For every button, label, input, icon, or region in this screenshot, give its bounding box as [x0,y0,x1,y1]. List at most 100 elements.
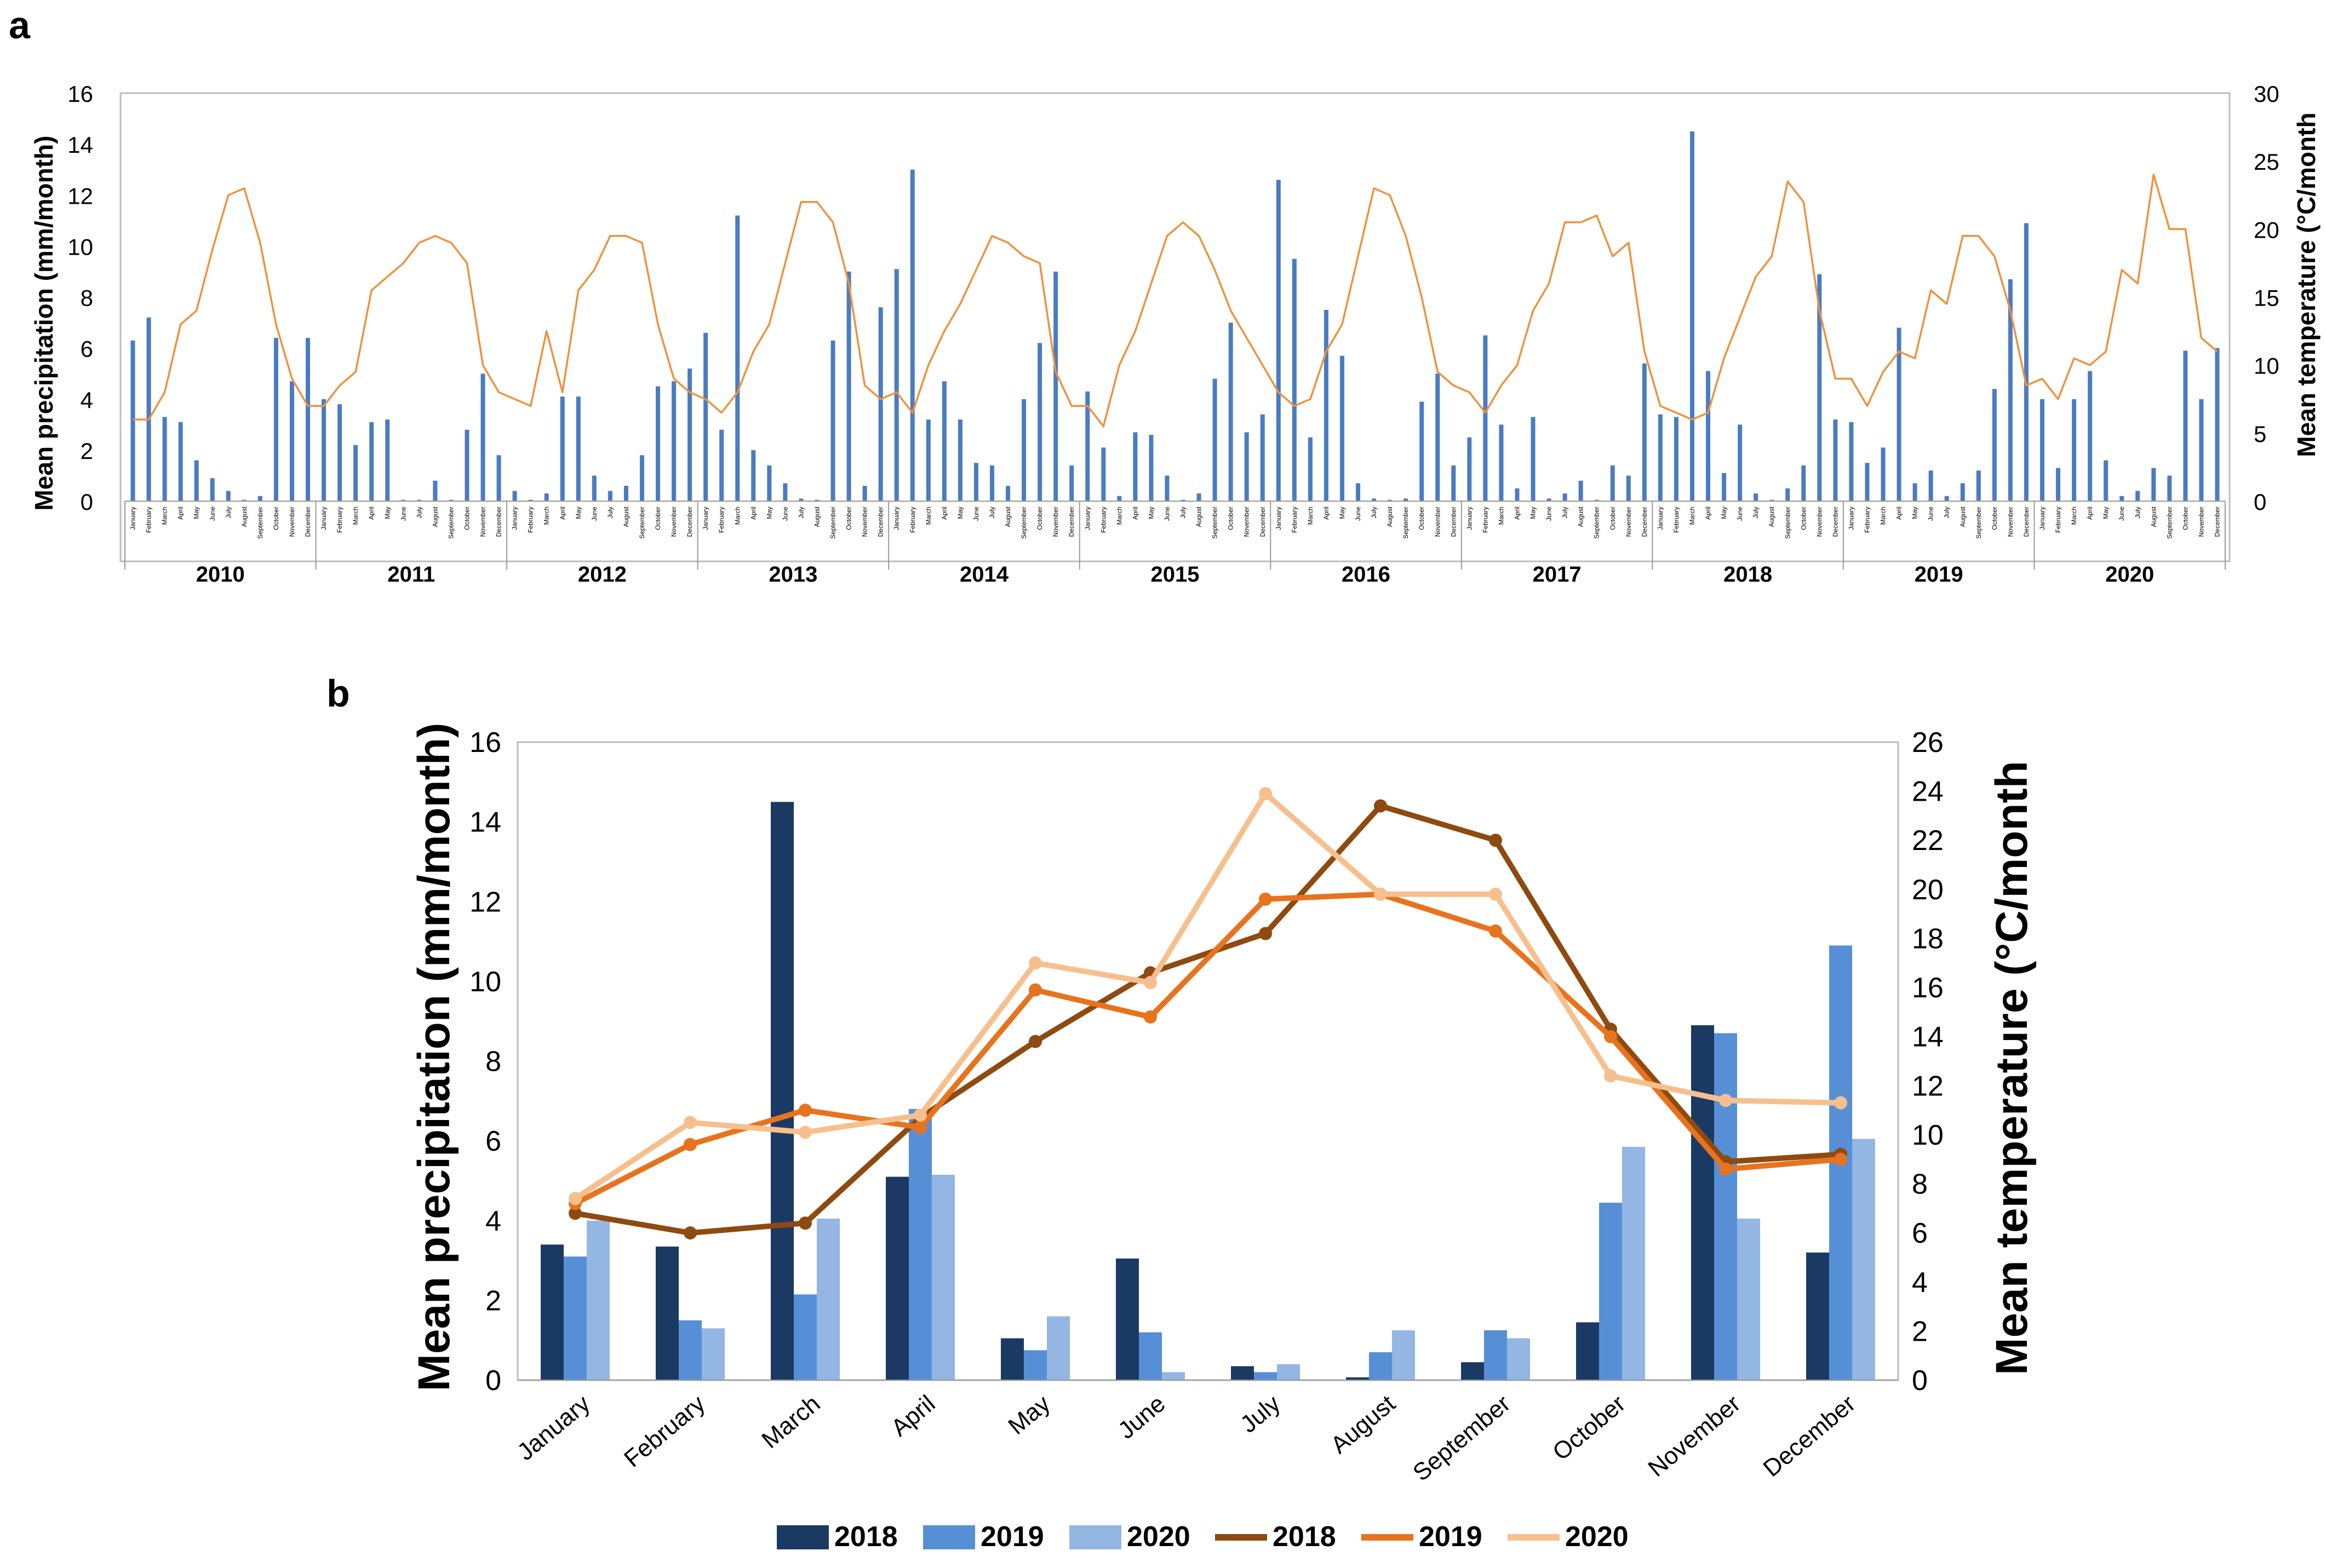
panel-b-bar-2020 [1622,1147,1645,1380]
panel-a-precipitation-bar [1897,328,1901,501]
panel-a-precipitation-bar [656,386,661,501]
panel-b-legend-swatch-bar-2018 [777,1525,829,1549]
panel-b-bar-2020 [932,1175,955,1380]
panel-a-precipitation-bar [703,332,708,501]
panel-a-month-tick-label: March [161,507,169,525]
panel-b-y2-tick-label: 18 [1912,923,1944,955]
panel-a-month-tick-label: September [1593,507,1601,539]
panel-b-legend-swatch-bar-2019 [923,1525,975,1549]
panel-a-month-tick-label: July [415,507,423,518]
panel-a-y2-axis-title: Mean temperature (°C/month [2292,112,2321,457]
panel-b-bar-2018 [1346,1377,1369,1380]
panel-a-month-tick-label: February [1863,507,1871,533]
panel-a-precipitation-bar [1689,131,1694,501]
panel-b-bar-2020 [1507,1338,1530,1380]
panel-a-precipitation-bar [799,498,804,501]
panel-a-month-tick-label: March [734,507,741,525]
panel-a-precipitation-bar [2039,399,2044,501]
panel-b-temperature-marker-2020 [1719,1094,1732,1107]
panel-b-temperature-marker-2018 [684,1226,697,1240]
panel-a-precipitation-bar [337,404,342,501]
panel-a-y2-tick-label: 20 [2254,217,2279,243]
panel-b-bar-2019 [794,1294,817,1380]
panel-a-precipitation-bar [496,455,501,501]
panel-a-precipitation-bar [910,169,915,501]
panel-b-legend-label: 2018 [834,1521,898,1553]
panel-a-precipitation-bar [2151,468,2156,501]
panel-a-y-tick-label: 0 [81,489,93,515]
panel-a-precipitation-bar [1546,498,1551,501]
panel-a-month-tick-label: December [495,507,503,537]
panel-a-precipitation-bar [1260,414,1265,501]
panel-b-legend-label: 2018 [1273,1521,1336,1553]
panel-a-y2-tick-label: 30 [2254,81,2279,107]
panel-b-y2-tick-label: 26 [1912,727,1944,759]
panel-a-month-tick-label: April [559,507,566,520]
panel-a-month-tick-label: January [1465,507,1473,530]
panel-a-month-tick-label: May [1338,507,1346,519]
panel-a-year-label: 2019 [1915,562,1963,587]
panel-b-month-tick-label: February [619,1390,710,1473]
panel-b-bar-2019 [1024,1350,1047,1380]
panel-a-y2-axis: 0 5 10 15 20 25 30 [2254,81,2279,515]
panel-a-precipitation-bar [210,478,215,501]
panel-b-y-tick-label: 14 [469,807,501,838]
panel-a-precipitation-bar [2215,348,2220,501]
panel-b-month-tick-label: March [757,1390,825,1454]
panel-b-temperature-lines [569,787,1847,1240]
panel-b-bar-2020 [1277,1364,1300,1380]
panel-a-month-tick-label: August [1386,506,1394,527]
panel-b-temperature-marker-2019 [1719,1162,1732,1176]
panel-a-month-tick-label: August [1959,506,1967,527]
panel-a-month-tick-label: February [1672,507,1680,533]
panel-a-month-tick-label: November [479,507,487,537]
panel-a-precipitation-bar [719,429,724,501]
panel-b-y-tick-label: 4 [485,1205,501,1237]
panel-a-precipitation-bar [1881,447,1886,501]
panel-a-precipitation-bar [1165,475,1170,501]
panel-b-y2-tick-label: 20 [1912,874,1944,906]
panel-a-precipitation-bar [2183,351,2188,501]
panel-a-month-tick-label: November [861,507,869,537]
panel-a-precipitation-bar [1531,417,1536,501]
panel-a-month-tick-label: October [1609,507,1617,530]
panel-a-year-label: 2013 [769,562,817,587]
panel-a-precipitation-bar [417,499,422,501]
panel-a-precipitation-bar [1578,480,1583,501]
panel-b-month-tick-label: October [1548,1390,1630,1466]
panel-a-month-tick-label: February [1291,507,1298,533]
panel-b-bar-2018 [1691,1025,1714,1380]
panel-a-precipitation-bar [1308,437,1313,501]
panel-b-bar-2020 [1162,1372,1185,1380]
panel-a-precipitation-bar [273,338,278,501]
panel-a-precipitation-bar [162,417,167,501]
panel-b-bar-2019 [1369,1352,1392,1380]
panel-a-year-label: 2011 [387,562,435,587]
panel-a-precipitation-bar [1467,437,1472,501]
panel-a-month-tick-label: September [1020,507,1028,539]
panel-a-month-tick-label: June [1927,507,1935,521]
panel-a-month-tick-label: March [1115,507,1123,525]
panel-a-month-tick-label: January [511,507,519,530]
panel-a-precipitation-bar [1928,470,1933,501]
panel-a-precipitation-bar [1419,401,1424,501]
panel-b-y2-tick-label: 10 [1912,1119,1944,1151]
panel-a-month-tick-label: July [606,507,614,518]
panel-a-month-tick-label: September [1211,507,1219,539]
panel-b-bar-2018 [1806,1253,1829,1380]
panel-a-precipitation-bar [322,399,326,501]
panel-a-month-tick-label: August [1004,506,1012,527]
panel-a-month-tick-label: December [1450,507,1457,537]
panel-b-temperature-marker-2020 [1489,887,1502,901]
panel-a-month-tick-label: January [702,507,709,530]
panel-a-month-tick-label: October [1800,507,1807,530]
panel-a-precipitation-bar [1483,335,1488,501]
panel-b-y2-tick-label: 24 [1912,776,1944,808]
panel-a-precipitation-bar [449,499,454,501]
panel-a-precipitation-bar [1339,355,1344,501]
panel-a-precipitation-bar [1658,414,1663,501]
panel-a-month-tick-label: October [654,507,662,530]
panel-a-precipitation-bar [1372,498,1377,501]
panel-a-precipitation-bar [1594,499,1599,501]
